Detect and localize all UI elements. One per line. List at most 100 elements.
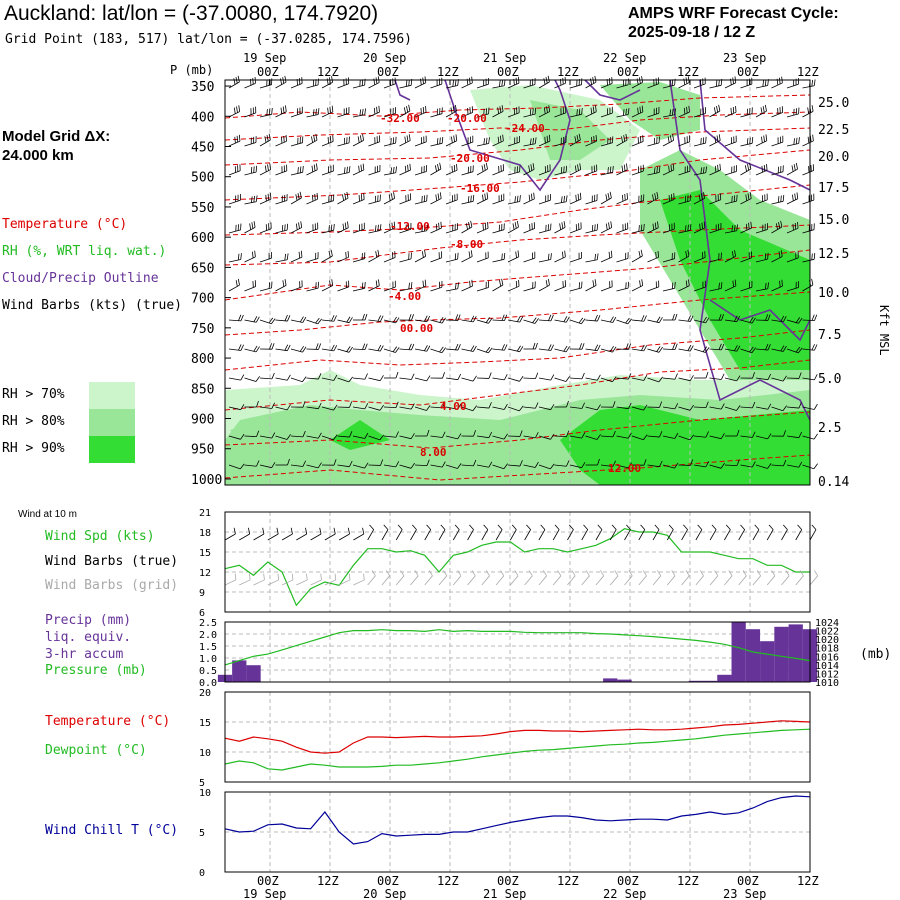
wind-barb [445,193,458,205]
wind-barb [492,344,508,351]
grid-wind-barb [624,570,633,586]
temperature-line [224,720,811,754]
wind-barb [771,106,784,118]
wind-barb [569,163,582,176]
grid-wind-barb [538,570,547,586]
wind-barb [259,251,272,263]
wind-barb [647,460,663,468]
wind-barb [399,433,415,440]
surface-wind-barb [467,524,474,541]
precip-bar [745,629,761,682]
wind-barb [693,316,710,324]
wind-barb [259,163,272,176]
wind-barb [337,316,353,324]
pressure-tick-850: 850 [191,382,214,397]
surface-wind-barb [239,527,251,541]
wind-barb [507,250,520,263]
wind-barb [600,106,613,118]
wind-barb [368,404,384,411]
wind-barb [352,462,369,469]
wind-barb [523,163,535,176]
wind-barb [662,462,679,469]
wind-barb [554,136,567,147]
bottom-time-tick-9: 12Z [797,874,819,888]
legend-wind-speed: Wind Spd (kts) [45,529,155,544]
wind-barb [693,346,710,353]
wind-barb [507,106,520,118]
wind-barb [569,281,583,292]
wind-barb [476,372,492,379]
pressure-tick-950: 950 [191,443,214,458]
surface-wind-barb [438,524,446,541]
pressure-ytick-4: 1016 [815,652,839,663]
temperature-panel-ytick-3: 5 [199,778,205,789]
wind-barb [631,135,644,147]
wind-barb [244,400,259,408]
wind-barb [724,105,737,118]
wind-barb [275,223,289,234]
wind-barb [492,79,506,89]
wind-barb [755,104,767,118]
wind-barb [414,345,431,352]
wind-barb [290,345,307,353]
wind-barb [802,344,818,351]
wind-barb [709,78,723,89]
wind-barb [321,459,337,466]
wind-barb [616,163,628,176]
wind-barb [337,191,349,205]
wind-barb [244,316,260,323]
wind-barb [414,459,430,467]
wind-barb [399,78,413,89]
wind-barb [693,166,707,176]
wind-barb [414,165,428,176]
wind-barb [740,77,753,89]
wind-barb [461,375,477,382]
surface-wind-barb [338,527,350,541]
wind-barb [383,431,399,438]
pressure-axis-label: P (mb) [170,63,213,77]
wind-barb [725,429,740,437]
wind-barb [709,433,725,440]
wind-barb [802,105,814,118]
wind-barb [662,432,679,439]
wind-barb [755,433,772,440]
wind-barb [399,193,412,205]
wind-barb [476,402,492,409]
wind-barb [476,281,490,292]
surface-wind-barb [267,527,279,541]
top-time-tick-9: 12Z [797,65,819,79]
wind-barb [786,77,799,89]
wind-barb [306,108,320,118]
wind-barb [755,463,772,469]
wind-barb [771,250,783,263]
surface-wind-barb [595,524,603,541]
grid-wind-barb [324,573,337,586]
wind-barb [569,222,582,234]
wind-barb [740,431,756,438]
wind-barb [693,251,706,263]
wind-barb [523,137,537,147]
wind-barb [275,164,288,176]
wind-barb [259,462,276,469]
wind-barb [352,222,365,234]
legend-wind-chill: Wind Chill T (°C) [45,823,179,838]
forecast-cycle-value: 2025-09-18 / 12 Z [628,24,756,41]
pressure-tick-750: 750 [191,322,214,337]
grid-wind-barb [424,570,433,586]
wind-barb [585,164,598,176]
wind-barb [523,317,539,324]
top-time-tick-7: 12Z [677,65,699,79]
wind-barb [709,343,725,351]
surface-wind-barb [552,524,560,541]
wind-barb [647,250,659,263]
height-tick-10: 0.14 [818,475,849,490]
wind-barb [492,463,508,470]
wind-barb [352,373,368,380]
wind-barb [507,195,521,205]
surface-wind-barb [310,527,322,541]
wind-barb [786,402,802,409]
wind-barb [631,105,644,118]
wind-barb [337,460,353,468]
wind-barb [290,191,302,205]
wind-barb [259,78,273,89]
